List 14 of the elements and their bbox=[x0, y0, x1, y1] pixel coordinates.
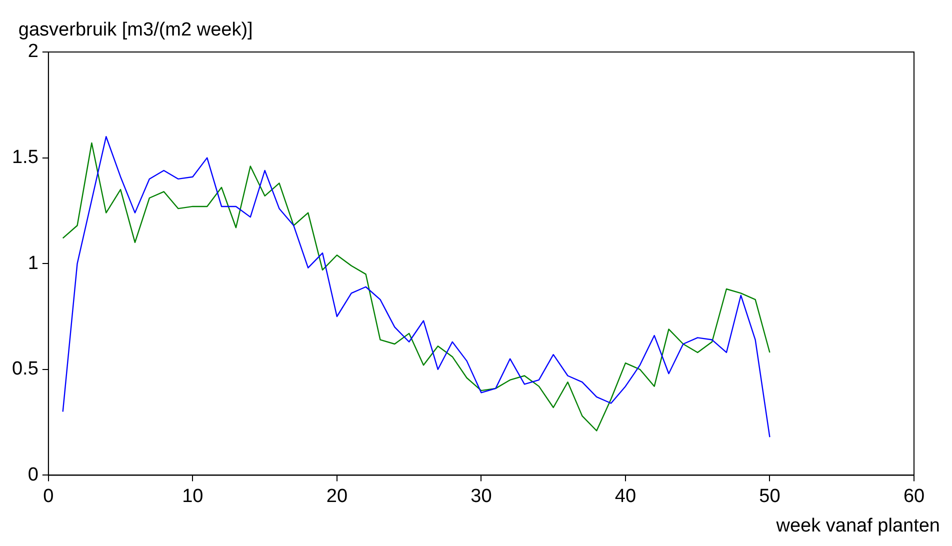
y-tick-label: 0.5 bbox=[12, 358, 38, 380]
x-tick-label: 60 bbox=[903, 486, 925, 507]
x-tick-label: 50 bbox=[759, 486, 780, 507]
y-tick-label: 2 bbox=[28, 41, 38, 62]
x-tick-label: 10 bbox=[182, 486, 204, 507]
y-axis-title: gasverbruik [m3/(m2 week)] bbox=[18, 20, 253, 41]
y-tick-label: 1.5 bbox=[12, 147, 38, 168]
x-tick-label: 30 bbox=[470, 486, 492, 507]
x-axis-title: week vanaf planten bbox=[775, 516, 940, 537]
x-tick-label: 20 bbox=[326, 486, 348, 507]
y-tick-label: 0 bbox=[28, 464, 38, 486]
x-tick-label: 0 bbox=[43, 486, 54, 507]
x-tick-label: 40 bbox=[614, 486, 636, 507]
y-tick-label: 1 bbox=[28, 252, 38, 274]
